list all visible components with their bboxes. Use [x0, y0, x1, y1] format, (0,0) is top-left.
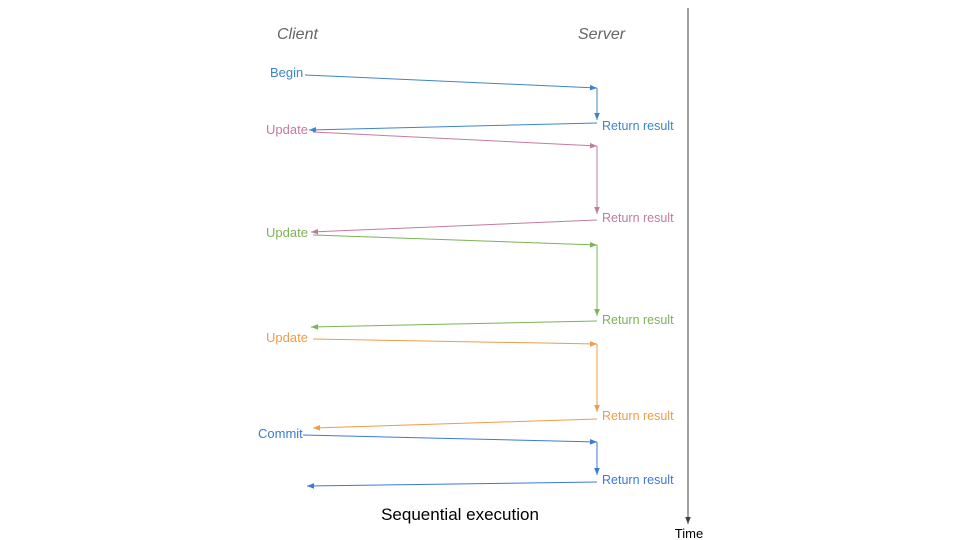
request-arrow-update-arrowhead-icon	[590, 341, 597, 347]
return-arrow-commit	[306, 481, 598, 487]
operation-label-begin: Begin	[270, 65, 303, 80]
return-result-label-commit: Return result	[602, 473, 674, 487]
operation-label-update: Update	[266, 122, 308, 137]
return-arrow-begin	[308, 122, 598, 131]
client-lifeline-label: Client	[277, 26, 318, 43]
request-arrow-begin-arrowhead-icon	[589, 84, 597, 91]
request-arrow-update-arrowhead-icon	[589, 142, 597, 149]
request-arrow-update-arrowhead-icon	[589, 242, 597, 248]
request-arrow-update	[312, 131, 598, 147]
request-arrow-commit	[302, 434, 598, 443]
return-arrow-update-arrowhead-icon	[313, 425, 321, 431]
return-result-label-update: Return result	[602, 313, 674, 327]
return-arrow-update	[310, 219, 598, 233]
return-result-label-update: Return result	[602, 211, 674, 225]
time-axis-arrowhead-icon	[685, 517, 691, 524]
return-arrow-update-arrowhead-icon	[311, 228, 319, 235]
operation-label-update: Update	[266, 225, 308, 240]
server-processing-line-begin-arrowhead-icon	[594, 113, 600, 120]
return-arrow-update	[312, 418, 598, 429]
return-arrow-update-arrowhead-icon	[311, 324, 319, 330]
request-arrow-update	[312, 234, 598, 246]
return-result-label-update: Return result	[602, 409, 674, 423]
server-processing-line-update-arrowhead-icon	[594, 309, 600, 316]
server-processing-line-update-arrowhead-icon	[594, 207, 600, 214]
request-arrow-commit-arrowhead-icon	[589, 439, 597, 445]
server-processing-line-update-arrowhead-icon	[594, 405, 600, 412]
return-result-label-begin: Return result	[602, 119, 674, 133]
return-arrow-update	[310, 320, 598, 328]
request-arrow-update	[312, 338, 598, 345]
server-processing-line-commit-arrowhead-icon	[594, 468, 600, 475]
server-lifeline-label: Server	[578, 26, 626, 43]
diagram-caption: Sequential execution	[381, 505, 539, 524]
return-arrow-begin-arrowhead-icon	[309, 127, 317, 133]
request-arrow-begin	[304, 74, 598, 89]
time-axis-label: Time	[674, 526, 704, 540]
operation-label-commit: Commit	[258, 426, 303, 441]
return-arrow-commit-arrowhead-icon	[307, 483, 314, 489]
operation-label-update: Update	[266, 330, 308, 345]
